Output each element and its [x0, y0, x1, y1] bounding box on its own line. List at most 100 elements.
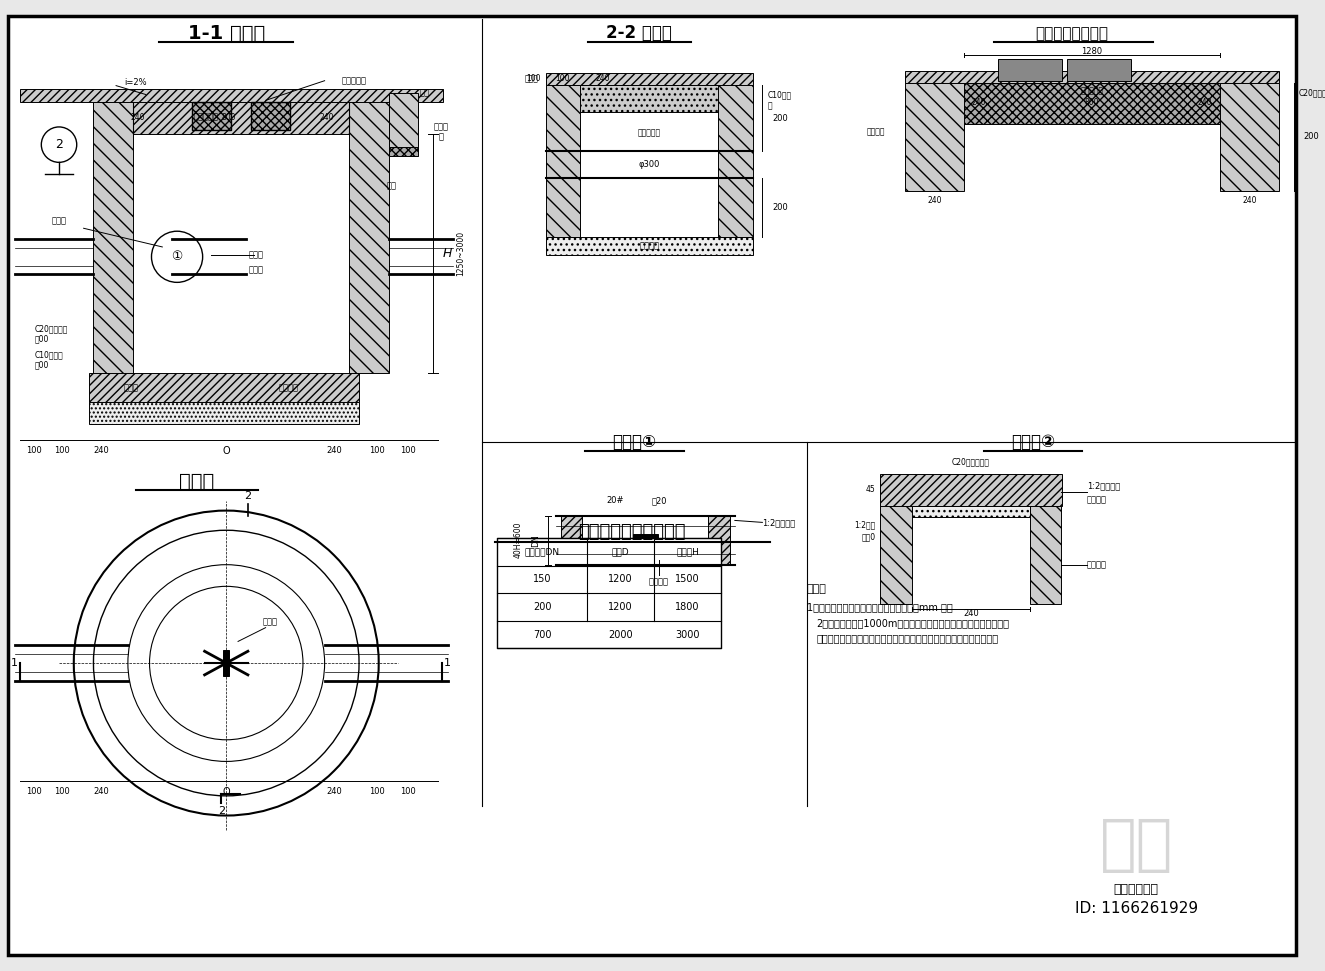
Bar: [224, 651, 229, 676]
Bar: [89, 373, 359, 402]
Text: C20钢筋砼盖板: C20钢筋砼盖板: [951, 457, 990, 466]
Text: 1200: 1200: [608, 602, 633, 612]
Text: C10砼垫层: C10砼垫层: [34, 351, 64, 359]
Text: 井盖及支座安装图: 井盖及支座安装图: [1036, 26, 1109, 41]
Text: H: H: [443, 248, 452, 260]
Bar: [905, 71, 1279, 83]
Text: 钢筋砼盖板: 钢筋砼盖板: [193, 113, 219, 121]
Bar: [546, 73, 753, 84]
Bar: [89, 402, 359, 424]
Text: 150: 150: [533, 575, 551, 585]
Bar: [880, 474, 1063, 506]
Text: 100: 100: [54, 446, 70, 455]
Text: 240: 240: [94, 446, 109, 455]
Bar: [94, 102, 388, 134]
Bar: [905, 83, 965, 191]
Bar: [350, 102, 388, 373]
Text: 1800: 1800: [676, 602, 700, 612]
Text: 井盖及支座: 井盖及支座: [1080, 86, 1104, 95]
Text: 1:2水泥砂浆: 1:2水泥砂浆: [762, 518, 795, 527]
Text: 100: 100: [54, 787, 70, 796]
Text: C20钢筋砼壁: C20钢筋砼壁: [34, 324, 68, 333]
Text: 2: 2: [217, 806, 225, 816]
Text: 成品坐凳入: 成品坐凳入: [637, 128, 661, 137]
Bar: [718, 84, 753, 237]
Text: 抹成斜角: 抹成斜角: [1086, 495, 1106, 504]
Text: 45: 45: [865, 486, 876, 494]
Text: 200: 200: [533, 602, 551, 612]
Text: 40H=600: 40H=600: [514, 521, 523, 558]
Text: 240: 240: [963, 610, 979, 619]
Text: 1250~3000: 1250~3000: [456, 231, 465, 277]
Text: 井盖及支座: 井盖及支座: [342, 76, 367, 85]
Bar: [1068, 59, 1132, 81]
Text: O: O: [223, 446, 231, 455]
Text: 2、管道沿线每隔1000m左右设计一处检修井，另外在管道分水点、: 2、管道沿线每隔1000m左右设计一处检修井，另外在管道分水点、: [816, 618, 1010, 627]
Text: 240: 240: [927, 196, 942, 205]
Text: 闸阀直径DN: 闸阀直径DN: [525, 548, 559, 556]
Bar: [94, 102, 132, 373]
Text: 2000: 2000: [608, 629, 633, 640]
Text: 1: 1: [11, 658, 19, 668]
Text: 100: 100: [400, 787, 416, 796]
Text: 井径D: 井径D: [612, 548, 629, 556]
Text: 各规格检修阀井尺寸表: 各规格检修阀井尺寸表: [578, 523, 685, 541]
Text: 防水套管: 防水套管: [649, 577, 669, 586]
Bar: [546, 237, 753, 254]
Text: 100: 100: [26, 787, 42, 796]
Text: 240: 240: [326, 787, 342, 796]
Text: 卵石垫层: 卵石垫层: [639, 242, 660, 251]
Text: 井室深H: 井室深H: [676, 548, 700, 556]
Text: 240: 240: [130, 113, 144, 121]
Bar: [912, 506, 1030, 518]
Bar: [580, 84, 723, 113]
Bar: [1030, 506, 1061, 604]
Text: 200: 200: [772, 114, 788, 122]
Text: 说明：: 说明：: [807, 585, 827, 594]
Text: 1: 1: [444, 658, 450, 668]
Text: 层: 层: [767, 102, 772, 111]
Text: 240: 240: [326, 446, 342, 455]
Text: DN: DN: [531, 534, 541, 547]
Text: 1-1 剖面图: 1-1 剖面图: [188, 24, 265, 43]
Text: 检修阀: 检修阀: [52, 216, 66, 225]
Text: 100: 100: [26, 446, 42, 455]
Text: 1:2水泥砂浆: 1:2水泥砂浆: [1086, 482, 1120, 490]
Bar: [250, 102, 290, 130]
Text: 200: 200: [772, 203, 788, 212]
Text: 200: 200: [1304, 132, 1320, 141]
Text: 大样图②: 大样图②: [1011, 433, 1055, 451]
Text: 240: 240: [1198, 98, 1212, 107]
Bar: [20, 88, 443, 102]
Text: 1:2水泥: 1:2水泥: [855, 520, 876, 530]
Text: 检修井: 检修井: [179, 472, 215, 490]
Text: ID: 1166261929: ID: 1166261929: [1075, 901, 1198, 917]
Text: C20细石砼: C20细石砼: [1298, 88, 1325, 97]
Text: 240: 240: [319, 113, 334, 121]
Text: 伸缩器: 伸缩器: [248, 265, 264, 274]
Text: 3000: 3000: [676, 629, 700, 640]
Text: i=2%: i=2%: [125, 79, 147, 87]
Text: 1200: 1200: [608, 575, 633, 585]
Text: C10砼垫: C10砼垫: [767, 90, 791, 99]
Bar: [388, 147, 419, 156]
Text: 闸阀井结构图: 闸阀井结构图: [1114, 883, 1158, 896]
Text: 100: 100: [368, 446, 384, 455]
Text: 砂浆0: 砂浆0: [861, 533, 876, 542]
Text: 240: 240: [94, 787, 109, 796]
Text: 20#: 20#: [606, 496, 624, 505]
Text: φ300: φ300: [639, 160, 660, 169]
Bar: [388, 92, 419, 151]
Text: ①: ①: [171, 251, 183, 263]
Bar: [560, 516, 583, 565]
Text: 2-2 剖面图: 2-2 剖面图: [607, 24, 672, 43]
Text: 卵石垫层: 卵石垫层: [278, 384, 298, 392]
Text: 240: 240: [971, 98, 986, 107]
Text: 知末: 知末: [1100, 816, 1173, 875]
Text: 1280: 1280: [1081, 47, 1102, 55]
Bar: [192, 102, 231, 130]
Text: 十20: 十20: [652, 496, 666, 505]
Bar: [945, 83, 1249, 124]
Bar: [999, 59, 1063, 81]
Text: 1、本图为检修井设计图，图中单位尺寸以mm 计。: 1、本图为检修井设计图，图中单位尺寸以mm 计。: [807, 602, 953, 612]
